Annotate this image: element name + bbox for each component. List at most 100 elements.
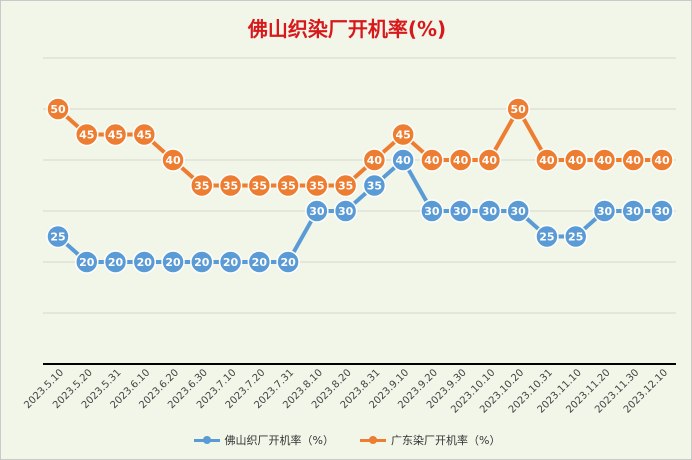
data-point	[650, 199, 674, 223]
data-label: 20	[108, 256, 124, 269]
data-point	[420, 148, 444, 172]
data-label: 45	[137, 129, 152, 142]
data-point	[132, 122, 157, 147]
data-point	[305, 199, 329, 223]
legend: 佛山织厂开机率（%） 广东染厂开机率（%）	[1, 431, 691, 449]
data-label: 35	[309, 180, 324, 193]
data-label: 30	[654, 205, 670, 218]
data-label: 30	[626, 205, 642, 218]
data-label: 20	[137, 256, 153, 269]
data-label: 25	[568, 231, 583, 244]
data-label: 30	[424, 205, 440, 218]
data-label: 20	[165, 256, 181, 269]
data-point	[420, 199, 444, 223]
data-label: 40	[482, 154, 498, 167]
data-label: 40	[395, 154, 411, 167]
data-label: 20	[223, 256, 239, 269]
data-point	[103, 122, 128, 147]
data-label: 20	[252, 256, 268, 269]
data-point	[621, 148, 645, 172]
data-label: 30	[511, 205, 527, 218]
legend-item-foshan[interactable]: 佛山织厂开机率（%）	[193, 432, 334, 448]
legend-label-foshan: 佛山织厂开机率（%）	[224, 434, 334, 447]
data-label: 45	[395, 129, 410, 142]
data-point	[506, 199, 530, 223]
data-point	[46, 224, 70, 249]
data-label: 30	[453, 205, 469, 218]
legend-swatch-guangdong	[360, 435, 386, 445]
data-point	[305, 173, 329, 198]
data-label: 20	[280, 256, 296, 269]
legend-swatch-foshan	[193, 435, 220, 445]
data-point	[362, 173, 387, 198]
data-point	[448, 148, 473, 172]
data-point	[190, 173, 214, 198]
legend-label-guangdong: 广东染厂开机率（%）	[391, 434, 501, 447]
data-label: 40	[453, 154, 469, 167]
data-point	[592, 148, 617, 172]
chart-title: 佛山织染厂开机率(%)	[247, 17, 447, 41]
data-label: 40	[424, 154, 440, 167]
data-point	[477, 199, 502, 223]
data-label: 25	[50, 231, 65, 244]
data-label: 40	[568, 154, 584, 167]
data-point	[276, 173, 300, 198]
data-point	[391, 148, 415, 172]
data-label: 35	[280, 180, 295, 193]
data-label: 40	[539, 154, 555, 167]
legend-marker-guangdong	[369, 436, 377, 444]
data-point	[650, 148, 674, 172]
data-point	[218, 250, 243, 274]
data-point	[132, 250, 157, 274]
data-point	[333, 199, 358, 223]
data-point	[103, 250, 128, 274]
data-point	[535, 148, 559, 172]
data-label: 40	[654, 154, 670, 167]
data-label: 40	[367, 154, 383, 167]
data-label: 20	[79, 256, 95, 269]
data-point	[161, 250, 185, 274]
data-label: 35	[367, 180, 382, 193]
data-label: 35	[194, 180, 209, 193]
data-point	[477, 148, 502, 172]
data-point	[592, 199, 617, 223]
legend-marker-foshan	[202, 436, 211, 444]
data-point	[46, 97, 70, 121]
data-label: 40	[597, 154, 613, 167]
data-point	[563, 148, 588, 172]
data-point	[218, 173, 243, 198]
data-label: 50	[511, 103, 527, 116]
data-point	[448, 199, 473, 223]
data-label: 30	[597, 205, 613, 218]
data-point	[563, 224, 588, 249]
data-point	[190, 250, 214, 274]
data-label: 40	[626, 154, 642, 167]
data-label: 45	[108, 129, 123, 142]
data-label: 20	[194, 256, 210, 269]
data-point	[75, 122, 99, 147]
series-line-0	[56, 158, 662, 264]
data-point	[247, 250, 272, 274]
data-label: 35	[338, 180, 353, 193]
data-point	[75, 250, 99, 274]
data-label: 40	[165, 154, 181, 167]
data-label: 30	[482, 205, 498, 218]
legend-item-guangdong[interactable]: 广东染厂开机率（%）	[360, 432, 500, 448]
data-point	[391, 122, 415, 147]
data-point	[362, 148, 387, 172]
data-label: 30	[338, 205, 354, 218]
data-label: 25	[539, 231, 554, 244]
data-point	[247, 173, 272, 198]
data-point	[621, 199, 645, 223]
data-label: 50	[50, 103, 66, 116]
series-line-1	[56, 107, 662, 188]
data-label: 45	[79, 129, 94, 142]
data-label: 30	[309, 205, 325, 218]
data-label: 35	[252, 180, 267, 193]
data-label: 35	[223, 180, 238, 193]
data-point	[276, 250, 300, 274]
data-point	[535, 224, 559, 249]
data-point	[333, 173, 358, 198]
